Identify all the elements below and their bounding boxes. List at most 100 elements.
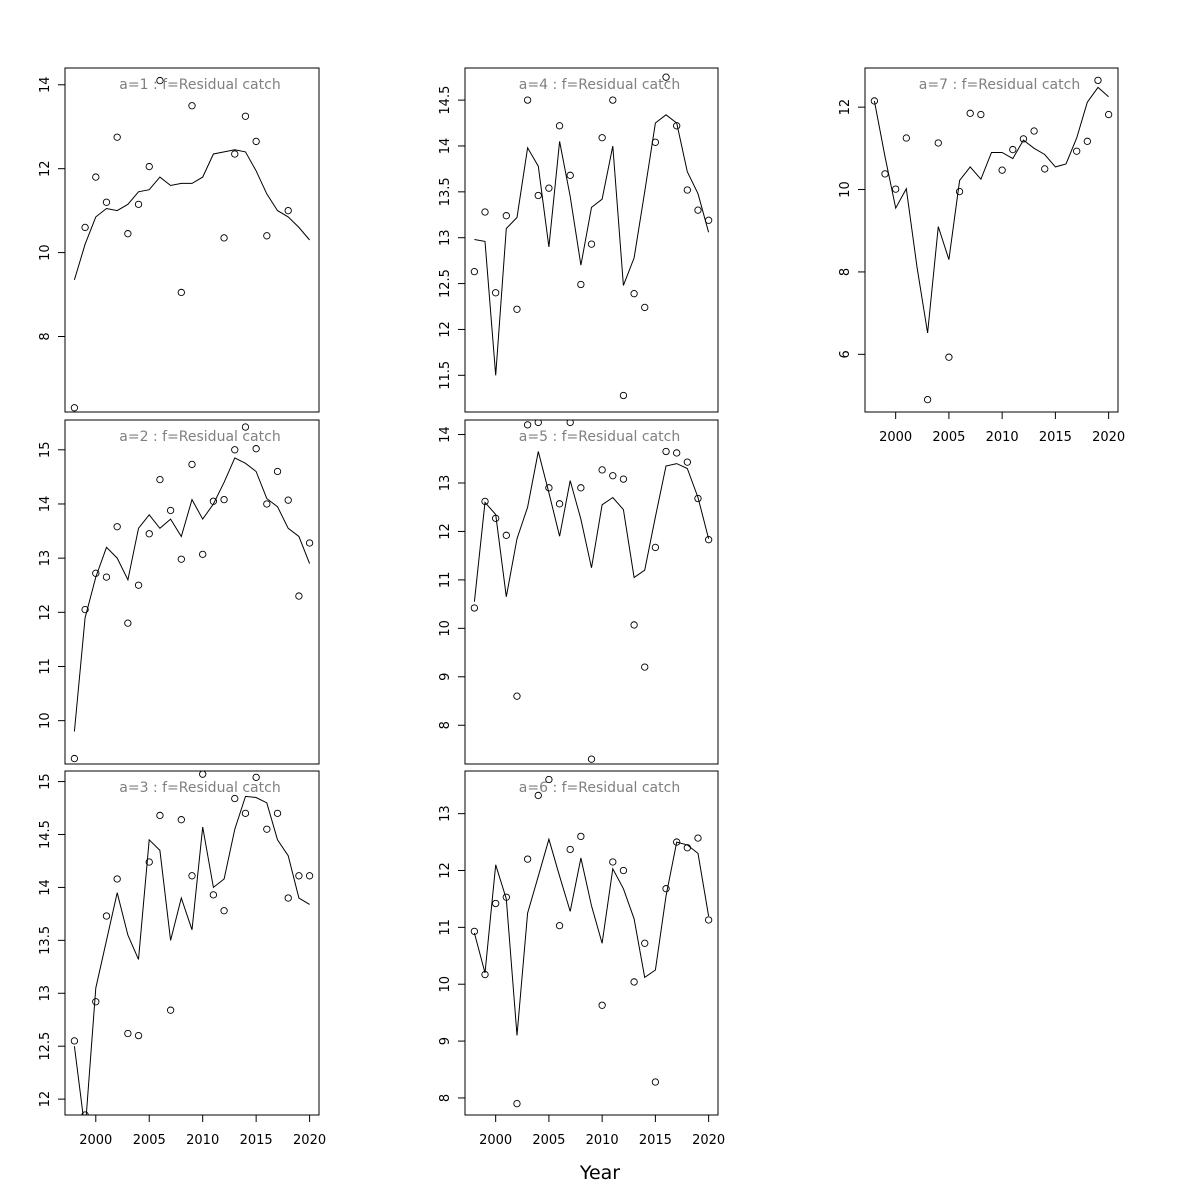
plot-frame	[464, 770, 719, 1116]
data-point	[545, 184, 553, 192]
data-point	[566, 420, 574, 427]
panel-2: 10 11 12 13 14 15 a=2 : f=Residual catch	[38, 419, 320, 765]
panels-group: 8 10 12 14 a=1 : f=Residual catch 10111213141…	[38, 67, 1125, 1148]
data-point	[241, 112, 250, 120]
y-tick-label: 13	[38, 985, 53, 1002]
data-point	[641, 663, 649, 671]
fitted-line	[73, 149, 310, 281]
panel-title: a=3 : f=Residual catch	[119, 780, 280, 796]
data-point	[577, 832, 585, 841]
data-point	[124, 619, 132, 627]
data-point	[641, 303, 649, 312]
panel-title: a=1 : f=Residual catch	[119, 77, 280, 93]
data-point	[113, 133, 121, 141]
data-point	[1083, 137, 1091, 145]
data-point	[177, 288, 185, 297]
data-point	[470, 267, 479, 276]
data-point	[945, 353, 953, 361]
y-tick-label: 13	[438, 229, 453, 246]
data-point	[134, 1031, 143, 1040]
y-tick-label: 10	[38, 244, 53, 261]
data-point	[566, 845, 574, 854]
data-point	[630, 290, 638, 298]
data-point	[694, 834, 702, 842]
data-point	[231, 446, 239, 454]
data-point	[545, 775, 553, 784]
data-point	[662, 447, 670, 456]
plot-content	[70, 76, 310, 412]
data-point	[134, 200, 143, 208]
y-tick-label: 14	[38, 496, 53, 513]
data-point	[295, 872, 303, 880]
data-point	[470, 604, 479, 612]
y-tick-label: 11.5	[438, 361, 453, 390]
data-point	[673, 838, 681, 846]
y-tick-label: 13	[438, 805, 453, 822]
data-point	[92, 173, 100, 181]
data-point	[145, 530, 153, 538]
data-point	[534, 420, 542, 427]
plot-content	[870, 76, 1113, 404]
panel-title: a=5 : f=Residual catch	[519, 429, 680, 445]
data-point	[220, 907, 228, 915]
data-point	[113, 523, 121, 531]
y-tick-label: 12	[38, 604, 53, 621]
data-point	[513, 1099, 521, 1108]
y-tick-label: 6	[838, 350, 853, 358]
data-point	[651, 1078, 660, 1086]
fitted-line	[73, 457, 311, 732]
data-point	[630, 621, 638, 629]
x-tick-label: 2000	[879, 430, 912, 445]
x-tick-label: 2020	[692, 1133, 725, 1148]
data-point	[220, 495, 228, 504]
y-tick-label: 11	[438, 919, 453, 936]
data-point	[70, 404, 79, 412]
data-point	[998, 166, 1006, 174]
data-point	[124, 1029, 132, 1038]
data-point	[199, 550, 207, 558]
plot-content	[470, 775, 713, 1108]
x-tick-label: 2005	[133, 1133, 166, 1148]
data-point	[81, 1111, 89, 1115]
data-point	[694, 206, 702, 214]
panel-title: a=6 : f=Residual catch	[519, 780, 680, 796]
data-point	[598, 1001, 606, 1009]
y-tick-label: 14	[38, 879, 53, 896]
x-tick-label: 2010	[986, 430, 1019, 445]
data-point	[263, 232, 271, 240]
x-tick-label: 2020	[293, 1133, 326, 1148]
plot-content	[70, 771, 314, 1115]
data-point	[641, 939, 649, 947]
data-point	[1019, 135, 1028, 143]
data-point	[295, 592, 303, 600]
y-tick-label: 10	[438, 620, 453, 637]
y-tick-label: 8	[838, 268, 853, 276]
data-point	[977, 110, 985, 119]
plot-frame	[64, 419, 320, 765]
data-point	[577, 484, 585, 492]
data-point	[70, 754, 79, 763]
data-point	[534, 791, 542, 800]
y-tick-label: 10	[838, 181, 853, 198]
data-point	[619, 475, 628, 483]
data-point	[166, 1006, 175, 1014]
y-tick-label: 13	[438, 475, 453, 492]
data-point	[619, 866, 628, 875]
data-point	[555, 500, 564, 508]
data-point	[188, 872, 196, 880]
panel-1: 8 10 12 14 a=1 : f=Residual catch	[38, 67, 320, 413]
data-point	[598, 466, 606, 474]
y-tick-label: 13.5	[438, 177, 453, 206]
data-point	[252, 773, 260, 782]
y-tick-label: 9	[438, 1037, 453, 1045]
data-point	[284, 206, 292, 215]
plot-frame	[464, 419, 719, 765]
y-tick-label: 14	[38, 77, 53, 94]
y-tick-label: 11	[438, 572, 453, 589]
x-tick-label: 2010	[586, 1133, 619, 1148]
y-tick-label: 12.5	[38, 1032, 53, 1061]
data-point	[587, 240, 596, 248]
data-point	[881, 170, 889, 178]
y-tick-label: 13.5	[38, 926, 53, 955]
data-point	[92, 998, 100, 1006]
